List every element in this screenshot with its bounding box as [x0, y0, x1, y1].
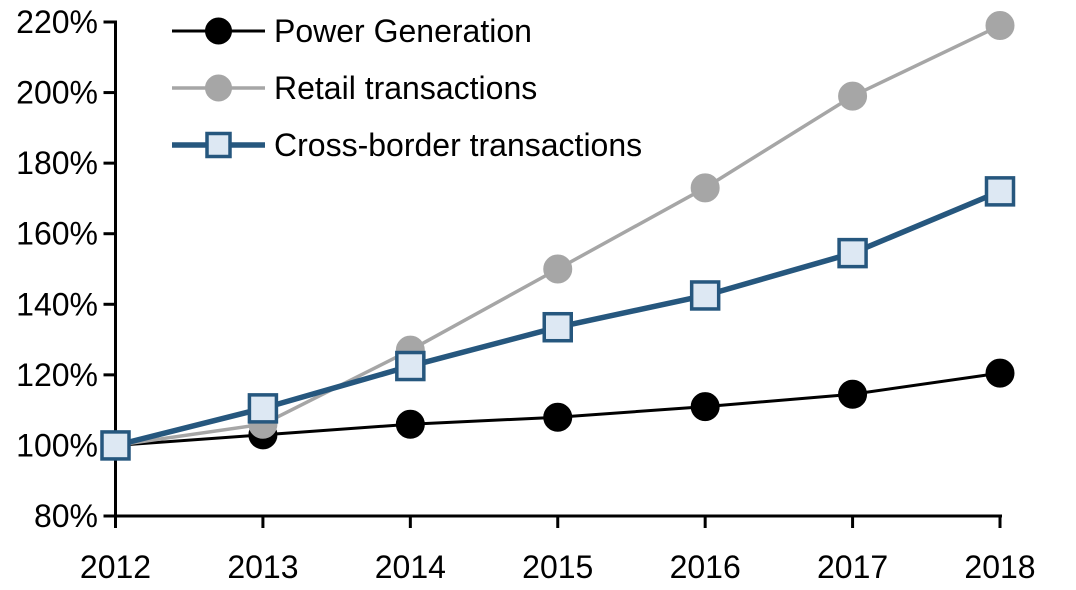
data-marker-power-generation-2015 [543, 402, 573, 432]
legend-item-cross-border-transactions: Cross-border transactions [172, 127, 642, 163]
data-marker-cross-border-transactions-2016 [689, 280, 721, 311]
legend-label: Retail transactions [274, 70, 537, 106]
x-tick-label: 2018 [964, 549, 1035, 585]
data-marker-retail-transactions-2017 [838, 81, 868, 111]
x-tick-label: 2016 [670, 549, 741, 585]
data-marker-power-generation-2014 [395, 409, 425, 439]
legend-marker [205, 17, 232, 45]
y-tick-label: 80% [34, 498, 98, 534]
x-tick-label: 2014 [375, 549, 446, 585]
x-tick-label: 2015 [522, 549, 593, 585]
data-marker-retail-transactions-2018 [985, 11, 1015, 41]
data-marker-cross-border-transactions-2013 [247, 393, 279, 424]
data-marker-power-generation-2018 [985, 358, 1015, 388]
legend-label: Power Generation [274, 13, 532, 49]
y-tick-label: 100% [16, 427, 98, 463]
data-marker-power-generation-2016 [690, 392, 720, 422]
data-marker-retail-transactions-2016 [690, 173, 720, 203]
series-cross-border-transactions [100, 176, 1016, 461]
y-tick-label: 120% [16, 357, 98, 393]
x-tick-label: 2017 [817, 549, 888, 585]
data-marker-cross-border-transactions-2015 [542, 311, 573, 343]
data-marker-cross-border-transactions-2014 [395, 350, 426, 382]
y-tick-label: 220% [16, 4, 98, 40]
y-tick-label: 160% [16, 216, 98, 252]
legend-item-power-generation: Power Generation [172, 13, 532, 49]
x-tick-label: 2012 [80, 549, 151, 585]
y-tick-label: 200% [16, 75, 98, 111]
y-tick-label: 140% [16, 286, 98, 322]
x-tick-label: 2013 [227, 549, 298, 585]
legend-marker [205, 74, 232, 102]
data-marker-cross-border-transactions-2012 [100, 430, 131, 461]
legend-marker [205, 131, 232, 159]
series-power-generation [101, 358, 1015, 460]
y-tick-label: 180% [16, 145, 98, 181]
data-marker-retail-transactions-2015 [543, 254, 573, 284]
legend-label: Cross-border transactions [274, 127, 642, 163]
data-marker-cross-border-transactions-2017 [837, 237, 868, 269]
legend: Power Generation Retail transactions Cross… [172, 13, 642, 163]
data-marker-power-generation-2017 [838, 379, 868, 409]
legend-item-retail-transactions: Retail transactions [172, 70, 537, 106]
data-marker-cross-border-transactions-2018 [984, 176, 1016, 207]
